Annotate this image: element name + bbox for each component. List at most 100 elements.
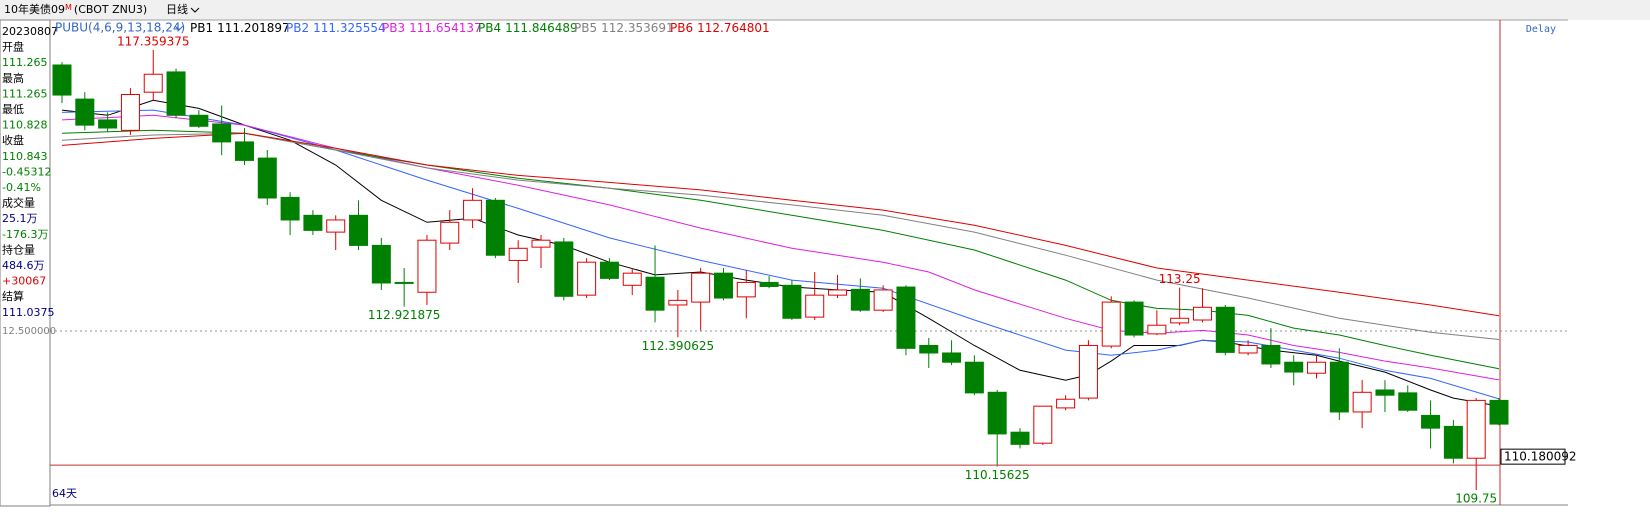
badge: M (65, 3, 72, 12)
last-price-box (1500, 448, 1566, 465)
candle-body (896, 286, 916, 349)
candle-body (394, 281, 414, 284)
ma-line (61, 129, 1500, 370)
legend-value: 111.654137 (409, 21, 482, 35)
ma-line (61, 132, 1500, 340)
candle-body (257, 157, 277, 199)
period[interactable]: 日线 (166, 2, 188, 16)
info-item: -0.45312 (2, 165, 51, 178)
info-item: 成交量 (2, 196, 35, 210)
info-item: 开盘 (2, 40, 24, 54)
legend-entry: PB1 111.201897 (190, 21, 290, 35)
candle-body (280, 196, 300, 221)
candle-body (1261, 344, 1281, 365)
candle-body (1375, 389, 1395, 396)
candle-body (1192, 306, 1212, 321)
candle-body (599, 261, 619, 279)
info-item: 110.828 (2, 119, 48, 132)
candle-body (645, 276, 665, 311)
candle-body (577, 261, 597, 296)
candle-body (98, 119, 118, 129)
candle-body (349, 214, 369, 246)
legend-name: PB5 (574, 21, 597, 35)
candle-body (759, 281, 779, 287)
candle-body (371, 244, 391, 284)
candle-body (1078, 344, 1098, 399)
candle-body (1307, 361, 1327, 374)
candle-body (1147, 324, 1167, 335)
legend-entry: PB5 112.353691 (574, 21, 674, 35)
candle-body (417, 239, 437, 293)
candle-body (964, 361, 984, 394)
price-annotation: 109.75 (1455, 492, 1497, 506)
candle-body (440, 221, 460, 244)
candle-body (189, 114, 209, 127)
info-item: 111.265 (2, 56, 48, 69)
info-item: 20230807 (2, 25, 58, 38)
info-item: 484.6万 (2, 259, 45, 272)
legend-entry: PB6 112.764801 (670, 21, 770, 35)
legend-name: PB6 (670, 21, 693, 35)
candle-body (52, 64, 72, 96)
indicator-name[interactable]: PUBU(4,6,9,13,18,24) (55, 21, 185, 35)
candle-body (987, 391, 1007, 435)
ma-line (61, 99, 1500, 407)
symbol: 10年美债09 (4, 2, 65, 16)
period-chevron[interactable] (190, 7, 200, 13)
candle-body (234, 141, 254, 161)
candle-body (919, 344, 939, 354)
candle-body (1329, 361, 1349, 413)
legend-value: 111.201897 (217, 21, 290, 35)
legend-value: 112.764801 (697, 21, 770, 35)
candle-body (120, 93, 140, 131)
info-item: 111.0375 (2, 306, 55, 319)
candle-body (1170, 317, 1190, 324)
candle-body (463, 199, 483, 221)
legend-name: PB1 (190, 21, 213, 35)
candle-body (691, 272, 711, 303)
bar-count: 64天 (52, 487, 77, 500)
y-tick-label: 12.500000 (2, 326, 56, 337)
legend-name: PB2 (286, 21, 309, 35)
info-item: 结算 (2, 289, 24, 303)
candle-body (212, 123, 232, 143)
candle-body (828, 289, 848, 296)
info-item: -0.41% (2, 181, 41, 194)
last-price-label: 110.180092 (1504, 450, 1577, 464)
candle-body (554, 241, 574, 297)
legend-value: 111.846489 (505, 21, 578, 35)
indicator-chevron[interactable] (174, 25, 184, 31)
legend-name: PB3 (382, 21, 405, 35)
price-annotation: 112.390625 (642, 339, 715, 353)
legend-name: PB4 (478, 21, 501, 35)
period-selector[interactable]: 日线 (166, 2, 188, 16)
candle-body (1398, 392, 1418, 411)
candle-body (1010, 431, 1030, 445)
info-item: 收盘 (2, 133, 24, 147)
candle-body (485, 199, 505, 256)
candle-body (303, 214, 323, 231)
candle-body (1284, 361, 1304, 373)
candle-body (1489, 399, 1509, 425)
info-item: -176.3万 (2, 228, 48, 241)
legend-entry: PB4 111.846489 (478, 21, 578, 35)
code: (CBOT ZNU3) (74, 3, 147, 16)
info-panel (0, 19, 51, 507)
candle-body (1215, 306, 1235, 353)
toolbar (0, 0, 1650, 20)
candle-body (668, 299, 688, 306)
candle-body (1124, 301, 1144, 336)
info-item: 25.1万 (2, 212, 38, 225)
legend-value: 112.353691 (601, 21, 674, 35)
ma-line (61, 132, 1500, 317)
candle-body (1352, 391, 1372, 413)
candle-body (1056, 398, 1076, 409)
candle-body (713, 272, 733, 299)
candle-body (850, 288, 870, 311)
info-item: 110.843 (2, 150, 48, 163)
candle-body (873, 289, 893, 311)
delay-status: Delay (1526, 24, 1556, 35)
